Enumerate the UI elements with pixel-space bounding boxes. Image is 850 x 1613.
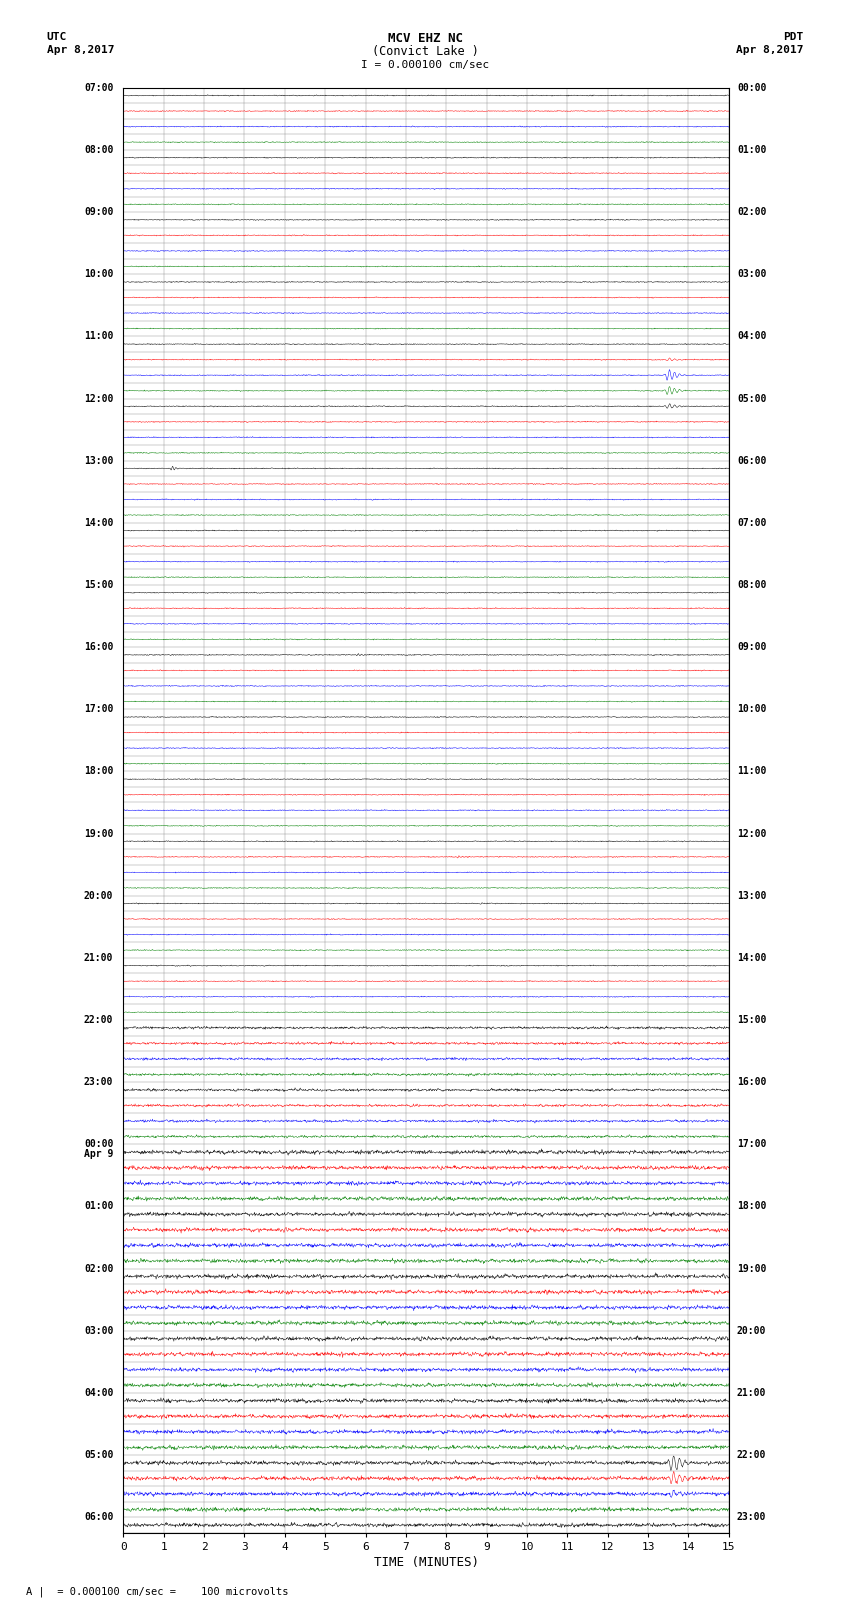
Text: 02:00: 02:00 [84,1263,113,1274]
Text: 06:00: 06:00 [737,455,767,466]
Text: 04:00: 04:00 [737,331,767,342]
Text: 11:00: 11:00 [737,766,767,776]
Text: 16:00: 16:00 [84,642,113,652]
Text: 20:00: 20:00 [737,1326,767,1336]
Text: 22:00: 22:00 [737,1450,767,1460]
Text: 08:00: 08:00 [84,145,113,155]
Text: 18:00: 18:00 [84,766,113,776]
Text: 19:00: 19:00 [84,829,113,839]
X-axis label: TIME (MINUTES): TIME (MINUTES) [374,1557,479,1569]
Text: 01:00: 01:00 [84,1202,113,1211]
Text: 03:00: 03:00 [737,269,767,279]
Text: 00:00: 00:00 [737,82,767,92]
Text: 23:00: 23:00 [84,1077,113,1087]
Text: 23:00: 23:00 [737,1513,767,1523]
Text: 19:00: 19:00 [737,1263,767,1274]
Text: 17:00: 17:00 [84,705,113,715]
Text: 13:00: 13:00 [84,455,113,466]
Text: 05:00: 05:00 [737,394,767,403]
Text: (Convict Lake ): (Convict Lake ) [371,45,479,58]
Text: 16:00: 16:00 [737,1077,767,1087]
Text: 14:00: 14:00 [737,953,767,963]
Text: 08:00: 08:00 [737,581,767,590]
Text: MCV EHZ NC: MCV EHZ NC [388,32,462,45]
Text: 15:00: 15:00 [737,1015,767,1024]
Text: 02:00: 02:00 [737,206,767,218]
Text: UTC: UTC [47,32,67,42]
Text: 18:00: 18:00 [737,1202,767,1211]
Text: PDT: PDT [783,32,803,42]
Text: 00:00: 00:00 [84,1139,113,1150]
Text: 10:00: 10:00 [84,269,113,279]
Text: 07:00: 07:00 [84,82,113,92]
Text: 06:00: 06:00 [84,1513,113,1523]
Text: 12:00: 12:00 [737,829,767,839]
Text: 13:00: 13:00 [737,890,767,900]
Text: 04:00: 04:00 [84,1387,113,1398]
Text: 09:00: 09:00 [737,642,767,652]
Text: 22:00: 22:00 [84,1015,113,1024]
Text: Apr 9: Apr 9 [84,1148,113,1158]
Text: 07:00: 07:00 [737,518,767,527]
Text: I = 0.000100 cm/sec: I = 0.000100 cm/sec [361,60,489,69]
Text: 17:00: 17:00 [737,1139,767,1150]
Text: 03:00: 03:00 [84,1326,113,1336]
Text: 21:00: 21:00 [737,1387,767,1398]
Text: 15:00: 15:00 [84,581,113,590]
Text: 12:00: 12:00 [84,394,113,403]
Text: 09:00: 09:00 [84,206,113,218]
Text: 01:00: 01:00 [737,145,767,155]
Text: 20:00: 20:00 [84,890,113,900]
Text: Apr 8,2017: Apr 8,2017 [47,45,114,55]
Text: 05:00: 05:00 [84,1450,113,1460]
Text: 11:00: 11:00 [84,331,113,342]
Text: 21:00: 21:00 [84,953,113,963]
Text: Apr 8,2017: Apr 8,2017 [736,45,803,55]
Text: A |  = 0.000100 cm/sec =    100 microvolts: A | = 0.000100 cm/sec = 100 microvolts [26,1586,288,1597]
Text: 14:00: 14:00 [84,518,113,527]
Text: 10:00: 10:00 [737,705,767,715]
